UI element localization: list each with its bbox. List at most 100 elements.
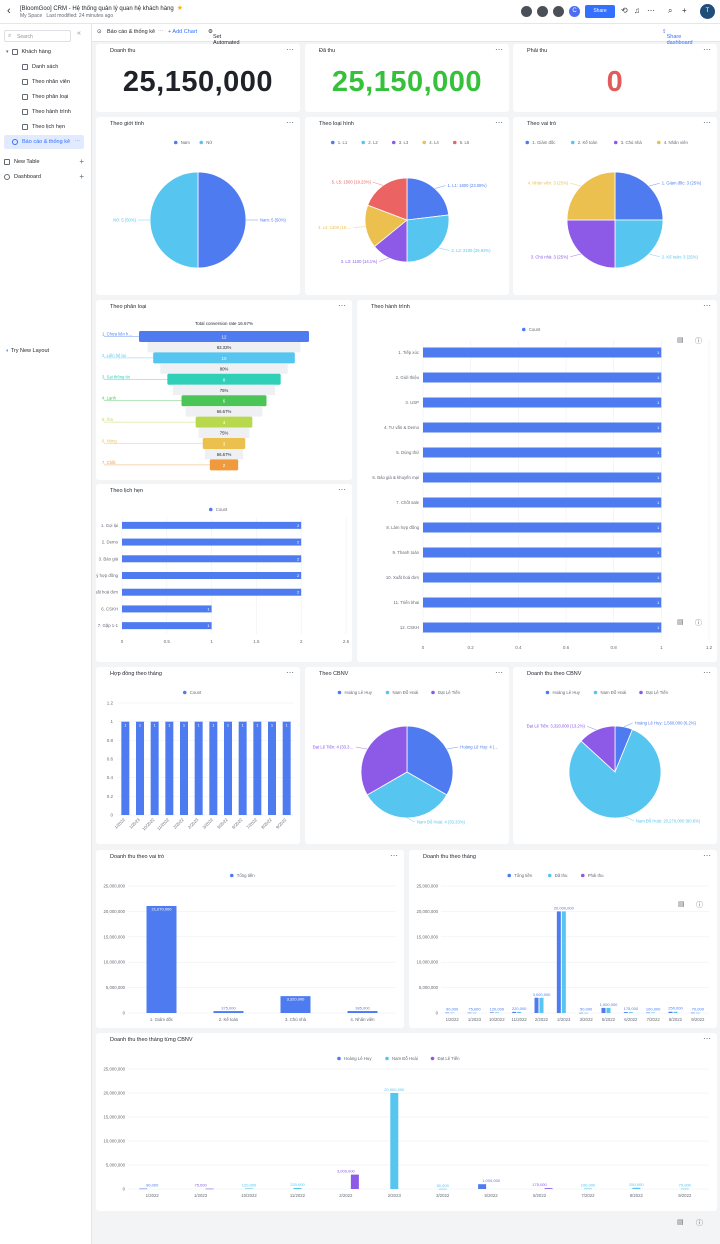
more-icon[interactable]: ⋯	[703, 851, 711, 860]
bar	[253, 721, 262, 815]
x-tick-label: 1/2022	[146, 1193, 160, 1198]
more-icon[interactable]: ⋯	[286, 118, 294, 127]
collapse-icon[interactable]: «	[77, 30, 81, 37]
more-icon[interactable]: ⋯	[647, 6, 655, 15]
sidebar-item-new-table[interactable]: New Table +	[0, 155, 92, 169]
bar	[423, 522, 662, 533]
back-icon[interactable]: ‹	[7, 5, 11, 17]
avatar[interactable]	[536, 5, 549, 18]
document-icon[interactable]: ▤	[677, 1219, 684, 1226]
sidebar-item-theo-nhan-vien[interactable]: Theo nhân viên	[0, 75, 92, 89]
more-icon[interactable]: ⋯	[703, 668, 711, 677]
avatar[interactable]	[520, 5, 533, 18]
more-icon[interactable]: ⋯	[495, 118, 503, 127]
chart-card-dt-cbnv: Doanh thu theo CBNV ⋯ Hoàng Lê Huy Nam Đỗ H…	[513, 667, 717, 844]
y-tick-label: 0	[123, 1187, 126, 1192]
bar-value-label: 120,000	[242, 1182, 257, 1187]
bar	[282, 721, 291, 815]
star-icon[interactable]: ★	[176, 5, 184, 12]
bar-value-label: 1	[657, 550, 660, 555]
y-tick-label: 25,000,000	[103, 884, 125, 889]
info-icon[interactable]: ⓘ	[696, 902, 703, 909]
bar	[423, 372, 662, 383]
try-new-layout-button[interactable]: ◐ Try New Layout	[6, 348, 50, 354]
space-label[interactable]: My Space	[20, 13, 43, 19]
chart-card-phan-loai: Theo phân loại ⋯ Total conversion rate 16.…	[96, 300, 352, 480]
more-icon[interactable]: ⋯	[338, 485, 346, 494]
x-tick-label: 6/2022	[231, 817, 244, 830]
bar	[122, 572, 302, 579]
legend-label: 2. Kế toán	[578, 140, 598, 145]
y-tick-label: 11. Triển khai	[394, 600, 420, 605]
chart-card-hanh-trinh: Theo hành trình ⋯ Count 0 0.2 0.4 0.6 0.8 1 1.2 1.…	[357, 300, 717, 662]
bar-value-label: 120,000	[490, 1006, 505, 1011]
bar	[651, 1012, 656, 1014]
funnel-value: 12	[221, 335, 227, 340]
more-icon[interactable]: ⋯	[703, 118, 711, 127]
sidebar-item-danh-sach[interactable]: Danh sách	[0, 60, 92, 74]
add-table-icon[interactable]: +	[79, 157, 84, 166]
workflow-button[interactable]: ⚙ Set Automated Workflow	[208, 29, 240, 52]
search-icon[interactable]: ⌕	[668, 6, 673, 15]
legend-label: Nam Đỗ Hoài	[601, 690, 627, 695]
add-chart-button[interactable]: + Add Chart	[168, 29, 198, 35]
more-icon[interactable]: ⋯	[703, 45, 711, 54]
card-title: Theo phân loại	[110, 304, 147, 310]
info-icon[interactable]: ⓘ	[695, 338, 702, 345]
bar-value-label: 75,000	[468, 1007, 481, 1012]
bar-value-label: 1	[657, 575, 660, 580]
share-dashboard-button[interactable]: ⇪ Share dashboard	[662, 29, 693, 46]
x-tick-label: 9/2022	[691, 1017, 705, 1022]
more-icon[interactable]: ⋯	[495, 668, 503, 677]
card-title: Doanh thu theo tháng	[423, 854, 476, 860]
bell-icon[interactable]: ♫	[634, 6, 640, 15]
sidebar-item-theo-lich-hen[interactable]: Theo lịch hẹn	[0, 120, 92, 134]
add-icon[interactable]: +	[682, 6, 687, 15]
funnel-rate: 80%	[220, 366, 229, 371]
bar	[122, 605, 212, 613]
document-icon[interactable]: ▤	[678, 901, 685, 908]
bar-value-label: 250,000	[629, 1182, 644, 1187]
more-icon[interactable]: ⋯	[286, 45, 294, 54]
bar	[423, 547, 662, 558]
x-tick-label: 8/2022	[260, 817, 273, 830]
sidebar-item-theo-phan-loai[interactable]: Theo phân loại	[0, 90, 92, 104]
more-icon[interactable]: ⋯	[74, 139, 81, 145]
y-tick-label: 15,000,000	[103, 1115, 125, 1120]
more-icon[interactable]: ⋯	[703, 301, 711, 310]
more-icon[interactable]: ⋯	[495, 45, 503, 54]
funnel-bar	[202, 438, 246, 449]
document-icon[interactable]: ▤	[677, 619, 684, 626]
more-icon[interactable]: ⋯	[703, 1034, 711, 1043]
funnel-gap	[173, 384, 275, 396]
avatar[interactable]: C	[568, 5, 581, 18]
bar-value-label: 1	[657, 625, 660, 630]
bar	[583, 1188, 592, 1190]
search-input[interactable]: ⌕ Search	[4, 30, 71, 42]
sidebar-item-dashboard[interactable]: Dashboard +	[0, 170, 92, 184]
user-avatar[interactable]: T	[700, 4, 715, 19]
more-icon[interactable]: ⋯	[286, 668, 294, 677]
add-dashboard-icon[interactable]: +	[79, 172, 84, 181]
sidebar-item-bao-cao[interactable]: Báo cáo & thống kê ⋯	[4, 135, 84, 149]
gender-pie-chart: Nam Nữ Nam: 5 (50%) Nữ: 5 (50%)	[113, 140, 286, 269]
document-icon[interactable]: ▤	[677, 337, 684, 344]
share-button[interactable]: Share	[585, 5, 615, 18]
more-icon[interactable]: ⋯	[390, 851, 398, 860]
legend-marker	[229, 873, 234, 878]
history-icon[interactable]: ⟲	[621, 6, 628, 15]
avatar[interactable]	[552, 5, 565, 18]
sidebar-item-khach-hang[interactable]: ▾ Khách hàng	[6, 48, 51, 55]
x-tick-label: 0	[121, 639, 124, 644]
more-icon[interactable]: ⋯	[338, 301, 346, 310]
sidebar-item-theo-hanh-trinh[interactable]: Theo hành trình	[0, 105, 92, 119]
pie-label: Hoàng Lê Huy: 4 (…	[460, 745, 498, 750]
pie-slice	[566, 219, 616, 269]
info-icon[interactable]: ⓘ	[695, 620, 702, 627]
x-tick-label: 11/2022	[512, 1017, 528, 1022]
y-tick-label: 0	[110, 813, 113, 818]
info-icon[interactable]: ⓘ	[696, 1220, 703, 1227]
legend-label: 2. L2	[368, 140, 378, 145]
dashboard-icon: ⊙	[97, 29, 102, 35]
more-icon[interactable]: ⋯	[158, 29, 164, 35]
